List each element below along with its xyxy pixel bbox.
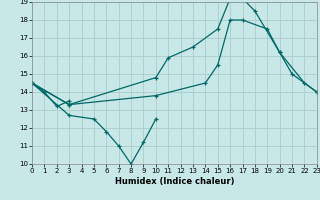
X-axis label: Humidex (Indice chaleur): Humidex (Indice chaleur) xyxy=(115,177,234,186)
